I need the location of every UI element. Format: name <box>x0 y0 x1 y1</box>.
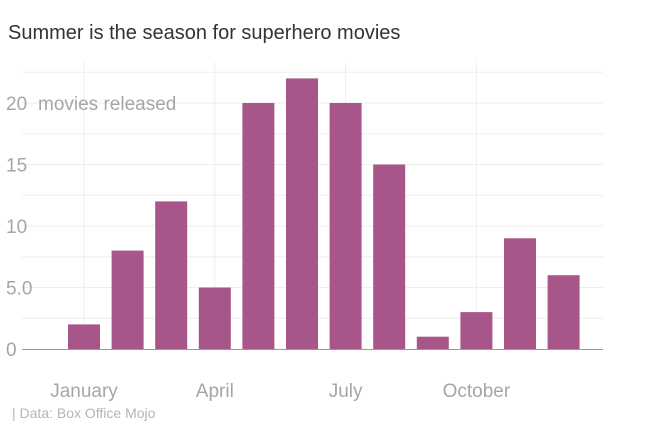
bar-november <box>504 238 536 349</box>
y-tick-label: 10 <box>6 217 27 238</box>
y-tick-label: 5.0 <box>6 279 32 300</box>
x-tick-label: January <box>50 381 118 402</box>
bar-september <box>416 336 449 349</box>
y-tick-label: 15 <box>6 156 27 177</box>
chart-title: Summer is the season for superhero movie… <box>8 22 401 44</box>
bar-june <box>286 78 318 350</box>
bar-may <box>242 103 275 349</box>
bar-december <box>547 275 580 349</box>
x-tick-label: July <box>329 381 363 402</box>
y-unit-label: movies released <box>38 94 176 115</box>
bar-march <box>155 201 188 349</box>
bar-august <box>373 164 406 349</box>
x-tick-label: October <box>443 381 511 402</box>
x-axis-tick-labels: January April July October <box>50 381 511 402</box>
y-tick-label: 20 <box>6 94 27 115</box>
bar-february <box>111 250 144 349</box>
y-axis-tick-labels: 0 5.0 10 15 20 movies released <box>6 94 176 361</box>
bar-july <box>329 103 362 349</box>
bars <box>68 78 580 350</box>
bar-april <box>198 287 231 349</box>
bar-october <box>460 312 493 349</box>
source-note: | Data: Box Office Mojo <box>12 405 156 421</box>
bar-january <box>68 324 100 349</box>
y-tick-label: 0 <box>6 340 17 361</box>
x-tick-label: April <box>196 381 234 402</box>
